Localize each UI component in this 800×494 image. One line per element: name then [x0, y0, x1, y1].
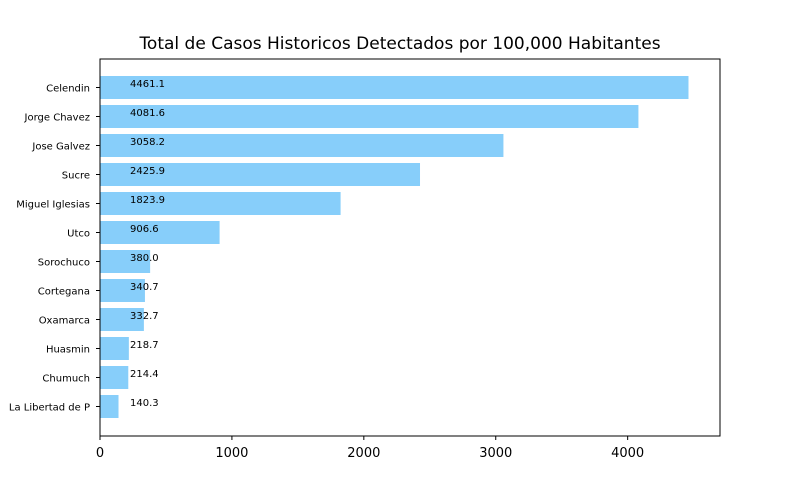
x-tick-label: 0 — [96, 446, 104, 461]
bars-group — [100, 76, 689, 418]
value-label: 214.4 — [130, 369, 159, 380]
bar-cortegana — [100, 279, 145, 302]
category-label: Cortegana — [38, 287, 90, 298]
category-label: Huasmin — [46, 345, 90, 356]
category-label: Sucre — [62, 171, 90, 182]
value-label: 332.7 — [130, 311, 159, 322]
category-label: Miguel Iglesias — [16, 200, 90, 211]
bar-huasmin — [100, 337, 129, 360]
bar-sorochuco — [100, 250, 151, 273]
category-label: Oxamarca — [39, 316, 90, 327]
bar-utco — [100, 221, 220, 244]
category-label: La Libertad de P — [9, 403, 90, 414]
value-label: 218.7 — [130, 340, 159, 351]
category-label: Chumuch — [42, 374, 90, 385]
x-tick-label: 3000 — [479, 446, 512, 461]
x-tick-label: 1000 — [215, 446, 248, 461]
category-label: Sorochuco — [38, 258, 90, 269]
value-label: 140.3 — [130, 398, 159, 409]
bar-celendin — [100, 76, 689, 99]
x-axis: 0 1000 2000 3000 4000 — [96, 436, 644, 461]
bar-miguel-iglesias — [100, 192, 341, 215]
chart-title: Total de Casos Historicos Detectados por… — [138, 34, 660, 54]
bar-sucre — [100, 163, 421, 186]
value-label: 2425.9 — [130, 166, 165, 177]
x-tick-label: 2000 — [347, 446, 380, 461]
bar-jose-galvez — [100, 134, 504, 157]
x-tick-label: 4000 — [611, 446, 644, 461]
category-labels: Celendin Jorge Chavez Jose Galvez Sucre Migu… — [9, 84, 100, 414]
category-label: Jose Galvez — [31, 142, 90, 153]
value-labels: 4461.1 4081.6 3058.2 2425.9 1823.9 906.6 380.0… — [130, 79, 165, 409]
bar-oxamarca — [100, 308, 144, 331]
bar-chumuch — [100, 366, 129, 389]
value-label: 1823.9 — [130, 195, 165, 206]
category-label: Jorge Chavez — [24, 113, 90, 124]
category-label: Utco — [67, 229, 90, 240]
value-label: 3058.2 — [130, 137, 165, 148]
value-label: 906.6 — [130, 224, 159, 235]
value-label: 340.7 — [130, 282, 159, 293]
bar-la-libertad-de-p — [100, 395, 119, 418]
bar-jorge-chavez — [100, 105, 639, 128]
value-label: 4461.1 — [130, 79, 165, 90]
plot-frame — [99, 58, 721, 437]
value-label: 4081.6 — [130, 108, 165, 119]
category-label: Celendin — [46, 84, 90, 95]
value-label: 380.0 — [130, 253, 159, 264]
